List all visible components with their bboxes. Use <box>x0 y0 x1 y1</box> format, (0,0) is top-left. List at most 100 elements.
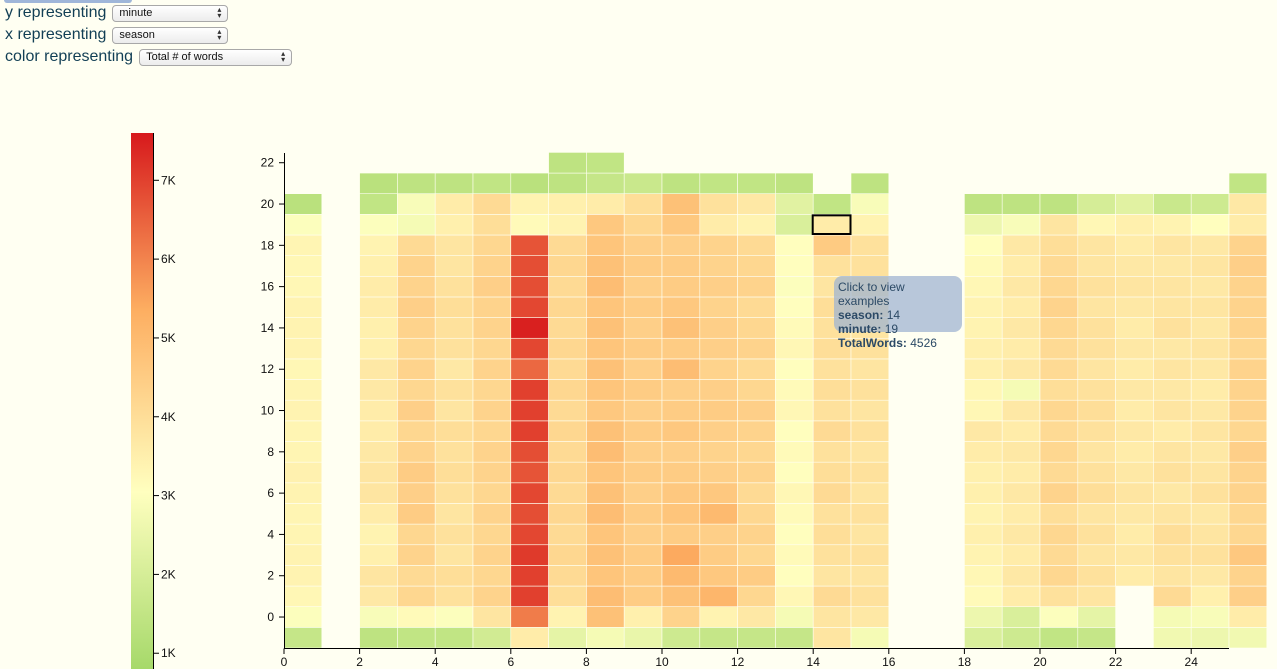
heatmap-cell[interactable] <box>775 627 814 649</box>
heatmap-cell[interactable] <box>737 234 776 256</box>
heatmap-cell[interactable] <box>548 296 587 318</box>
heatmap-cell[interactable] <box>1077 234 1116 256</box>
heatmap-cell[interactable] <box>661 565 701 587</box>
heatmap-cell[interactable] <box>850 523 890 546</box>
heatmap-cell[interactable] <box>359 585 398 607</box>
heatmap-cell[interactable] <box>699 482 738 504</box>
heatmap-cell[interactable] <box>623 296 663 318</box>
heatmap-cell[interactable] <box>397 379 436 401</box>
heatmap-cell[interactable] <box>434 317 474 339</box>
heatmap-cell[interactable] <box>586 255 625 277</box>
heatmap-cell[interactable] <box>548 214 587 236</box>
heatmap-cell[interactable] <box>472 399 512 422</box>
heatmap-cell[interactable] <box>586 337 625 360</box>
heatmap-cell[interactable] <box>812 585 852 607</box>
heatmap-cell[interactable] <box>964 317 1003 339</box>
heatmap-cell[interactable] <box>699 275 738 298</box>
heatmap-cell[interactable] <box>548 275 587 298</box>
heatmap-cell[interactable] <box>397 420 436 442</box>
heatmap-cell[interactable] <box>1190 358 1230 380</box>
heatmap-cell[interactable] <box>623 379 663 401</box>
heatmap-cell[interactable] <box>1153 627 1192 649</box>
heatmap-cell[interactable] <box>1153 565 1192 587</box>
heatmap-cell[interactable] <box>510 606 549 628</box>
heatmap-cell[interactable] <box>623 399 663 422</box>
heatmap-cell[interactable] <box>359 627 398 649</box>
heatmap-cell[interactable] <box>359 565 398 587</box>
heatmap-cell[interactable] <box>472 358 512 380</box>
heatmap-cell[interactable] <box>1190 337 1230 360</box>
heatmap-cell[interactable] <box>1001 379 1041 401</box>
heatmap-cell[interactable] <box>737 214 776 236</box>
heatmap-cell[interactable] <box>964 255 1003 277</box>
heatmap-cell[interactable] <box>775 172 814 195</box>
heatmap-cell[interactable] <box>586 544 625 566</box>
heatmap-cell[interactable] <box>1077 420 1116 442</box>
heatmap-cell[interactable] <box>283 193 323 215</box>
heatmap-cell[interactable] <box>699 420 738 442</box>
heatmap-cell[interactable] <box>359 193 398 215</box>
heatmap-cell[interactable] <box>548 317 587 339</box>
heatmap-cell[interactable] <box>737 255 776 277</box>
heatmap-cell[interactable] <box>510 420 549 442</box>
heatmap-cell[interactable] <box>1228 317 1268 339</box>
heatmap-cell[interactable] <box>1001 255 1041 277</box>
heatmap-cell[interactable] <box>812 627 852 649</box>
heatmap-cell[interactable] <box>397 358 436 380</box>
heatmap-cell[interactable] <box>964 482 1003 504</box>
heatmap-cell[interactable] <box>1228 503 1268 525</box>
heatmap-cell[interactable] <box>1077 627 1116 649</box>
heatmap-cell[interactable] <box>775 255 814 277</box>
heatmap-cell[interactable] <box>623 337 663 360</box>
heatmap-cell[interactable] <box>661 627 701 649</box>
heatmap-cell[interactable] <box>1228 399 1268 422</box>
heatmap-cell[interactable] <box>359 399 398 422</box>
heatmap-cell[interactable] <box>1153 503 1192 525</box>
heatmap-cell[interactable] <box>510 627 549 649</box>
heatmap-cell[interactable] <box>397 503 436 525</box>
heatmap-cell[interactable] <box>548 420 587 442</box>
heatmap-cell[interactable] <box>1039 234 1079 256</box>
heatmap-cell[interactable] <box>434 296 474 318</box>
heatmap-cell[interactable] <box>586 627 625 649</box>
heatmap-cell[interactable] <box>1077 379 1116 401</box>
heatmap-cell[interactable] <box>737 420 776 442</box>
heatmap-cell[interactable] <box>1001 441 1041 463</box>
heatmap-cell[interactable] <box>472 565 512 587</box>
heatmap-cell[interactable] <box>548 503 587 525</box>
heatmap-cell[interactable] <box>397 172 436 195</box>
heatmap-cell[interactable] <box>850 358 890 380</box>
heatmap-cell[interactable] <box>283 379 323 401</box>
heatmap-cell[interactable] <box>472 379 512 401</box>
x-select[interactable]: season ▴ ▾ <box>112 26 229 44</box>
heatmap-cell[interactable] <box>1077 214 1116 236</box>
heatmap-cell[interactable] <box>1153 296 1192 318</box>
heatmap-cell[interactable] <box>283 523 323 546</box>
heatmap-cell[interactable] <box>775 441 814 463</box>
heatmap-cell[interactable] <box>548 606 587 628</box>
heatmap-cell[interactable] <box>510 441 549 463</box>
heatmap-cell[interactable] <box>661 379 701 401</box>
heatmap-cell[interactable] <box>1153 193 1192 215</box>
heatmap-cell[interactable] <box>850 234 890 256</box>
heatmap-cell[interactable] <box>283 503 323 525</box>
heatmap-cell[interactable] <box>283 461 323 484</box>
heatmap-cell[interactable] <box>586 585 625 607</box>
heatmap-cell[interactable] <box>737 544 776 566</box>
heatmap-cell[interactable] <box>1001 627 1041 649</box>
heatmap-cell[interactable] <box>812 482 852 504</box>
heatmap-cell[interactable] <box>1228 193 1268 215</box>
heatmap-cell[interactable] <box>472 255 512 277</box>
heatmap-cell[interactable] <box>1039 358 1079 380</box>
heatmap-cell[interactable] <box>850 399 890 422</box>
heatmap-cell[interactable] <box>699 503 738 525</box>
heatmap-cell[interactable] <box>850 255 890 277</box>
heatmap-cell[interactable] <box>1077 255 1116 277</box>
heatmap-cell[interactable] <box>1190 214 1230 236</box>
heatmap-cell[interactable] <box>1115 379 1154 401</box>
heatmap-cell[interactable] <box>964 193 1003 215</box>
heatmap-cell[interactable] <box>964 399 1003 422</box>
heatmap-cell[interactable] <box>964 275 1003 298</box>
heatmap-cell[interactable] <box>1190 523 1230 546</box>
heatmap-cell[interactable] <box>964 379 1003 401</box>
